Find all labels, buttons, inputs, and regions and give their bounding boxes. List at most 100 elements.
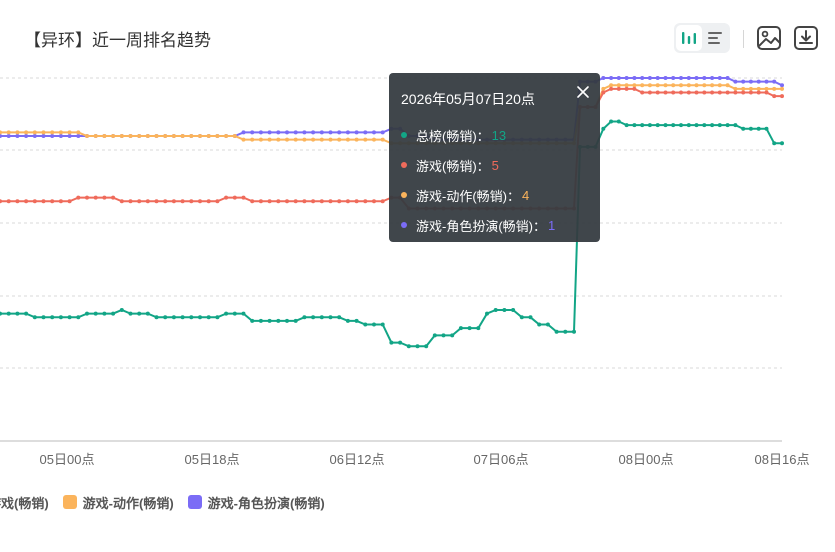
data-point (616, 83, 621, 88)
data-point (345, 199, 350, 204)
data-point (267, 137, 272, 142)
data-point (85, 195, 89, 200)
data-point (32, 130, 37, 135)
data-point (415, 344, 420, 349)
data-point (756, 126, 761, 131)
data-point (6, 311, 11, 316)
data-point (171, 315, 176, 320)
data-point (624, 86, 629, 91)
data-point (224, 134, 229, 138)
data-point (0, 134, 2, 138)
data-point (171, 134, 176, 138)
data-point (671, 76, 676, 80)
data-point (663, 76, 668, 80)
data-point (354, 318, 359, 323)
data-point (0, 311, 2, 316)
data-point (519, 315, 524, 320)
data-point (267, 130, 272, 135)
data-point (780, 94, 784, 99)
data-point (293, 137, 298, 142)
x-tick-label: 05日18点 (185, 452, 240, 467)
data-point (694, 76, 699, 80)
data-point (311, 137, 316, 142)
data-point (32, 315, 37, 320)
close-icon[interactable] (576, 85, 590, 99)
data-point (616, 76, 621, 80)
data-point (171, 199, 176, 204)
list-view-button[interactable] (702, 25, 728, 51)
data-point (285, 130, 289, 135)
data-point (764, 90, 769, 95)
data-point (702, 90, 707, 95)
data-point (276, 130, 281, 135)
bar-chart-icon (682, 32, 696, 44)
hover-tooltip: 2026年05月07日20点 总榜(畅销)： 13 游戏(畅销)： 5 游戏-动… (389, 73, 600, 242)
data-point (302, 130, 307, 135)
data-point (733, 90, 738, 95)
data-point (241, 137, 246, 142)
data-point (102, 311, 107, 316)
data-point (528, 315, 533, 320)
data-point (363, 130, 368, 135)
data-point (128, 199, 133, 204)
data-point (180, 199, 185, 204)
data-point (328, 315, 333, 320)
bar-chart-view-button[interactable] (676, 25, 702, 51)
data-point (128, 134, 133, 138)
data-point (154, 315, 159, 320)
data-point (58, 199, 63, 204)
data-point (180, 315, 185, 320)
data-point (609, 119, 614, 124)
data-point (741, 79, 746, 84)
legend-label: 游戏-动作(畅销) (82, 495, 174, 511)
data-point (601, 76, 606, 80)
data-point (319, 199, 324, 204)
data-point (285, 137, 289, 142)
data-point (76, 134, 81, 138)
data-point (780, 83, 784, 88)
data-point (679, 90, 683, 95)
data-point (93, 311, 98, 316)
data-point (780, 141, 784, 146)
data-point (119, 134, 124, 138)
data-point (50, 130, 55, 135)
data-point (725, 83, 730, 88)
data-point (67, 130, 72, 135)
tooltip-row: 总榜(畅销)： 13 (401, 120, 588, 150)
data-point (663, 90, 668, 95)
data-point (748, 79, 753, 84)
data-point (258, 130, 263, 135)
data-point (725, 123, 730, 128)
download-button[interactable] (792, 23, 820, 53)
data-point (756, 90, 761, 95)
data-point (601, 126, 606, 131)
data-point (154, 199, 159, 204)
data-point (24, 311, 29, 316)
data-point (241, 130, 246, 135)
save-image-button[interactable] (755, 23, 783, 53)
tooltip-row-value: 1 (548, 217, 556, 233)
data-point (267, 318, 272, 323)
data-point (67, 134, 72, 138)
chart-view-toggle[interactable] (674, 23, 730, 53)
data-point (67, 199, 72, 204)
x-tick-label: 05日00点 (40, 452, 95, 467)
data-point (319, 315, 324, 320)
data-point (671, 123, 676, 128)
data-point (609, 76, 614, 80)
data-point (710, 83, 715, 88)
data-point (694, 83, 699, 88)
legend-item[interactable]: 游戏-动作(畅销) (62, 493, 174, 512)
data-point (250, 137, 255, 142)
data-point (616, 119, 621, 124)
data-point (189, 199, 194, 204)
data-point (741, 126, 746, 131)
legend-item[interactable]: 游戏(畅销) (0, 493, 49, 512)
data-point (702, 76, 707, 80)
legend-item[interactable]: 游戏-角色扮演(畅销) (187, 493, 325, 512)
data-point (609, 86, 614, 91)
data-point (710, 76, 715, 80)
data-point (258, 137, 263, 142)
data-point (655, 90, 660, 95)
data-point (632, 76, 637, 80)
